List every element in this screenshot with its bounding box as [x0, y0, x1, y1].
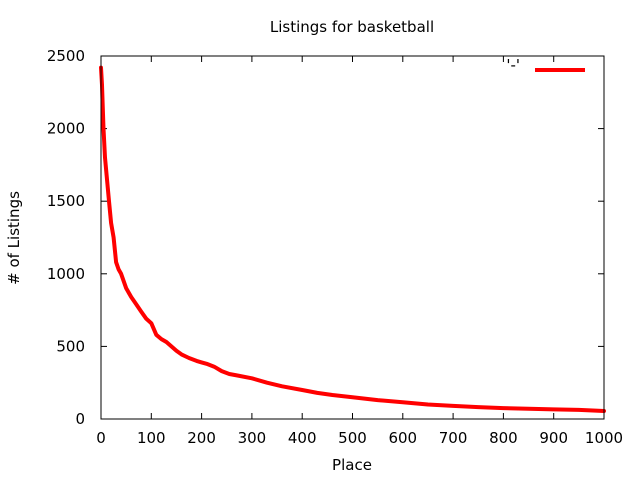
x-tick-label: 500 — [338, 429, 367, 447]
x-tick-label: 0 — [96, 429, 106, 447]
y-tick-label: 1500 — [47, 192, 85, 210]
x-tick-label: 800 — [489, 429, 518, 447]
x-tick-label: 300 — [238, 429, 267, 447]
x-tick-label: 600 — [388, 429, 417, 447]
x-tick-label: 100 — [137, 429, 166, 447]
y-tick-label: 0 — [75, 410, 85, 428]
y-tick-label: 2500 — [47, 47, 85, 65]
x-axis-label: Place — [332, 456, 372, 474]
x-tick-label: 400 — [288, 429, 317, 447]
y-tick-label: 1000 — [47, 265, 85, 283]
x-tick-label: 200 — [187, 429, 216, 447]
series-layer — [99, 65, 606, 413]
y-tick-label: 2000 — [47, 120, 85, 138]
series-line — [99, 65, 606, 413]
y-tick-label: 500 — [56, 337, 85, 355]
y-axis-label: # of Listings — [5, 191, 23, 285]
legend: '-' — [506, 56, 585, 74]
x-tick-label: 1000 — [585, 429, 623, 447]
legend-label: '-' — [506, 56, 520, 74]
ticks-layer: 0 100 200 300 400 500 600 700 800 900 1000 0 500 1000… — [47, 47, 623, 447]
plot-frame — [100, 55, 605, 420]
chart-title: Listings for basketball — [270, 18, 434, 36]
x-tick-label: 900 — [539, 429, 568, 447]
x-tick-label: 700 — [439, 429, 468, 447]
